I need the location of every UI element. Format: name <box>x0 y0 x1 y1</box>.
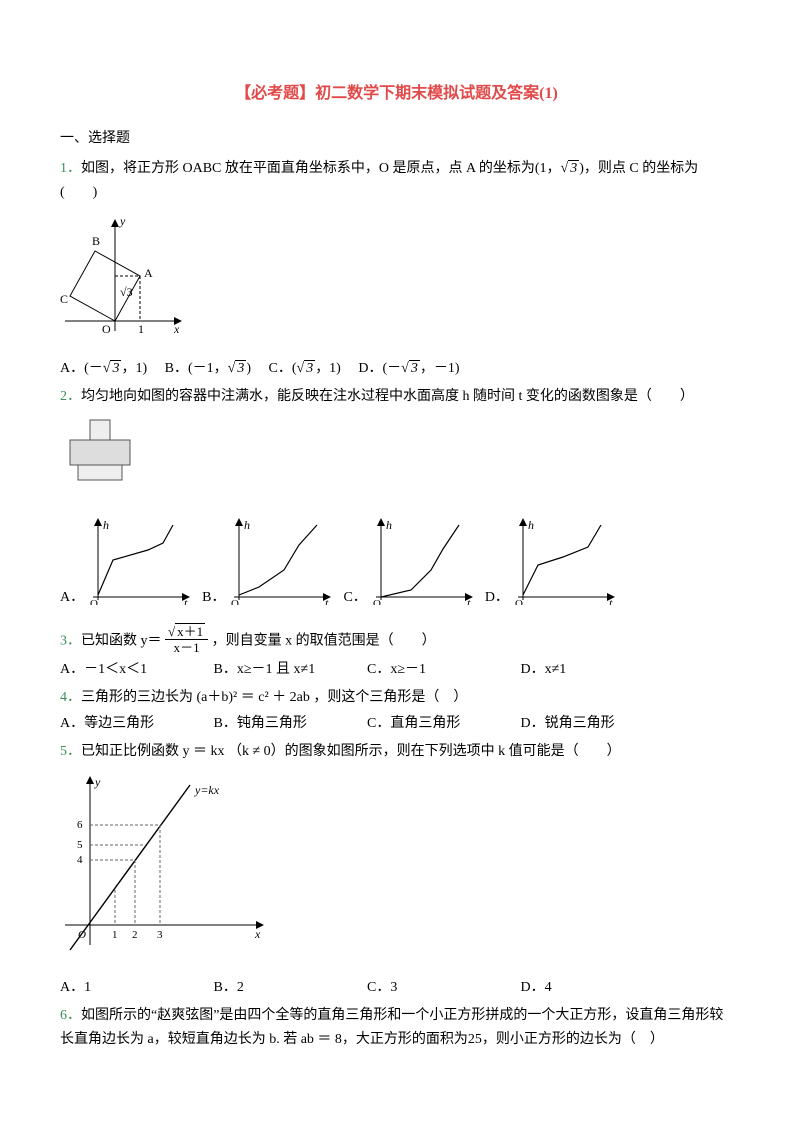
q6-number: 6． <box>60 1008 81 1023</box>
q1-text-a: 如图，将正方形 OABC 放在平面直角坐标系中，O 是原点，点 A 的坐标为(1… <box>81 161 561 176</box>
q1-number: 1． <box>60 161 81 176</box>
svg-text:4: 4 <box>77 854 83 866</box>
question-2: 2．均匀地向如图的容器中注满水，能反映在注水过程中水面高度 h 随时间 t 变化… <box>60 385 733 409</box>
q3-number: 3． <box>60 633 81 648</box>
q4-option-c: C．直角三角形 <box>367 712 517 736</box>
q2-chart-a: h t O <box>88 515 198 614</box>
q1-option-b: B．(－1，√3) <box>165 360 251 376</box>
q5-text: 已知正比例函数 y ＝ kx （k ≠ 0）的图象如图所示，则在下列选项中 k … <box>81 744 621 759</box>
q3-tail: ，则自变量 x 的取值范围是（ ） <box>212 633 436 648</box>
q1-options: A．(－√3，1) B．(－1，√3) C．(√3，1) D．(－√3，－1) <box>60 357 733 381</box>
q2-option-b: B． <box>202 586 225 610</box>
q5-option-a: A．1 <box>60 976 210 1000</box>
svg-text:y=kx: y=kx <box>194 783 220 797</box>
q2-number: 2． <box>60 389 81 404</box>
q6-text: 如图所示的“赵爽弦图”是由四个全等的直角三角形和一个小正方形拼成的一个大正方形，… <box>60 1008 723 1047</box>
svg-text:y: y <box>119 214 126 228</box>
q5-graph: 6 5 4 1 2 3 O y x y=kx <box>60 770 270 969</box>
q2-options: A． h t O B． h t O C． <box>60 511 733 620</box>
q2-option-a: A． <box>60 586 84 610</box>
page-title: 【必考题】初二数学下期末模拟试题及答案(1) <box>60 80 733 107</box>
q3-option-b: B．x≥－1 且 x≠1 <box>214 658 364 682</box>
q1-root: 3 <box>570 161 577 176</box>
q1-option-c: C．(√3，1) <box>269 360 341 376</box>
svg-text:O: O <box>373 598 381 605</box>
q5-number: 5． <box>60 744 81 759</box>
q4-option-a: A．等边三角形 <box>60 712 210 736</box>
question-1: 1．如图，将正方形 OABC 放在平面直角坐标系中，O 是原点，点 A 的坐标为… <box>60 157 733 205</box>
q1-option-a: A．(－√3，1) <box>60 360 147 376</box>
svg-text:O: O <box>90 598 98 605</box>
question-5: 5．已知正比例函数 y ＝ kx （k ≠ 0）的图象如图所示，则在下列选项中 … <box>60 740 733 764</box>
q1-option-d: D．(－√3，－1) <box>358 360 459 376</box>
q2-container-diagram <box>60 415 140 499</box>
q2-text: 均匀地向如图的容器中注满水，能反映在注水过程中水面高度 h 随时间 t 变化的函… <box>81 389 694 404</box>
q3-option-a: A．－1＜x＜1 <box>60 658 210 682</box>
svg-text:h: h <box>528 518 534 532</box>
svg-text:O: O <box>515 598 523 605</box>
q2-chart-b: h t O <box>229 515 339 614</box>
svg-text:5: 5 <box>77 839 83 851</box>
q2-option-c: C． <box>343 586 366 610</box>
q5-option-b: B．2 <box>214 976 364 1000</box>
q3-lead: 已知函数 y＝ <box>81 633 162 648</box>
svg-text:3: 3 <box>157 929 163 941</box>
svg-text:h: h <box>103 518 109 532</box>
svg-text:O: O <box>102 322 111 336</box>
svg-text:O: O <box>231 598 239 605</box>
svg-text:O: O <box>78 929 86 941</box>
q2-option-d: D． <box>485 586 509 610</box>
q4-option-b: B．钝角三角形 <box>214 712 364 736</box>
q3-options: A．－1＜x＜1 B．x≥－1 且 x≠1 C．x≥－1 D．x≠1 <box>60 658 733 682</box>
q3-option-c: C．x≥－1 <box>367 658 517 682</box>
q1-diagram: B A C O 1 √3 y x <box>60 211 185 350</box>
q4-number: 4． <box>60 690 81 705</box>
q4-text: 三角形的三边长为 (a＋b)² ＝ c² ＋ 2ab ，则这个三角形是（ ） <box>81 690 467 705</box>
svg-text:B: B <box>92 234 100 248</box>
svg-text:C: C <box>60 292 68 306</box>
q3-fraction: √x＋1 x－1 <box>165 625 208 656</box>
question-3: 3．已知函数 y＝ √x＋1 x－1 ，则自变量 x 的取值范围是（ ） <box>60 626 733 657</box>
q2-chart-c: h t O <box>371 515 481 614</box>
svg-text:1: 1 <box>112 929 118 941</box>
svg-text:√3: √3 <box>120 285 133 299</box>
question-4: 4．三角形的三边长为 (a＋b)² ＝ c² ＋ 2ab ，则这个三角形是（ ） <box>60 686 733 710</box>
svg-text:6: 6 <box>77 819 83 831</box>
svg-text:y: y <box>94 775 101 789</box>
svg-text:1: 1 <box>138 322 144 336</box>
q5-option-d: D．4 <box>521 976 671 1000</box>
svg-text:A: A <box>144 266 153 280</box>
q5-option-c: C．3 <box>367 976 517 1000</box>
question-6: 6．如图所示的“赵爽弦图”是由四个全等的直角三角形和一个小正方形拼成的一个大正方… <box>60 1004 733 1052</box>
svg-text:2: 2 <box>132 929 138 941</box>
svg-text:h: h <box>244 518 250 532</box>
svg-text:x: x <box>254 927 261 941</box>
q2-chart-d: h t O <box>513 515 623 614</box>
q4-option-d: D．锐角三角形 <box>521 712 671 736</box>
svg-text:h: h <box>386 518 392 532</box>
section-heading: 一、选择题 <box>60 127 733 151</box>
q5-options: A．1 B．2 C．3 D．4 <box>60 976 733 1000</box>
q4-options: A．等边三角形 B．钝角三角形 C．直角三角形 D．锐角三角形 <box>60 712 733 736</box>
svg-text:x: x <box>173 322 180 336</box>
q3-option-d: D．x≠1 <box>521 658 671 682</box>
